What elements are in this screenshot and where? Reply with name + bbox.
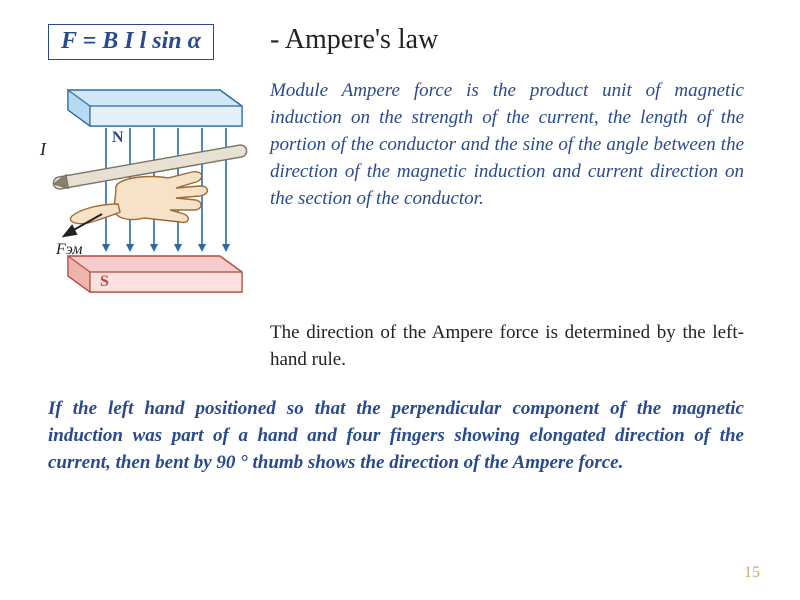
s-label: S (100, 273, 109, 290)
south-magnet (68, 256, 242, 292)
north-magnet-front (90, 106, 242, 126)
south-magnet-front (90, 272, 242, 292)
rule-text-content: If the left hand positioned so that the … (48, 398, 744, 473)
direction-text-content: The direction of the Ampere force is det… (270, 322, 744, 370)
body-text-content: Module Ampere force is the product unit … (270, 80, 744, 209)
body-paragraph: Module Ampere force is the product unit … (270, 78, 744, 213)
diagram-svg: N (20, 82, 256, 312)
page-number-text: 15 (744, 564, 760, 581)
i-label: I (39, 139, 47, 159)
page-title: - Ampere's law (270, 24, 760, 56)
page-number: 15 (744, 564, 760, 582)
formula-box: F = B I l sin α (48, 24, 214, 60)
north-magnet (68, 90, 242, 126)
n-label: N (112, 129, 124, 146)
field-line-1 (102, 128, 110, 252)
formula-text: F = B I l sin α (61, 28, 201, 54)
left-hand-rule-diagram: N (20, 82, 256, 312)
title-text: - Ampere's law (270, 24, 438, 55)
rule-paragraph: If the left hand positioned so that the … (48, 396, 744, 477)
direction-paragraph: The direction of the Ampere force is det… (270, 320, 744, 374)
